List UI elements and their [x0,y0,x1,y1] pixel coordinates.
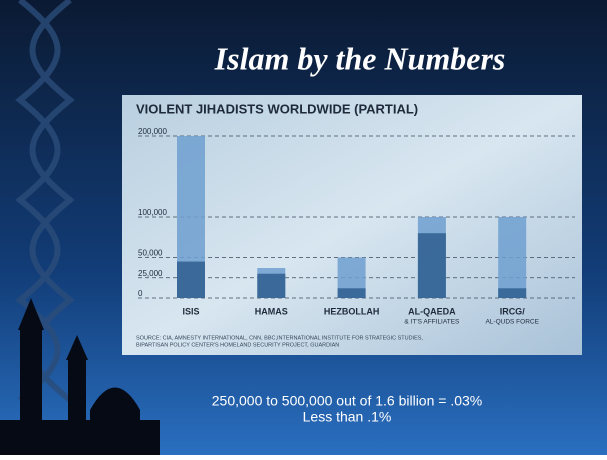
x-tick-label: HEZBOLLAH [324,306,380,316]
x-tick-note: AL-QUDS FORCE [485,319,539,326]
x-tick-label: ISIS [182,306,199,316]
bar [498,288,526,298]
bar [257,274,285,298]
chart-title: VIOLENT JIHADISTS WORLDWIDE (PARTIAL) [136,101,418,116]
bar [418,233,446,298]
slide: Islam by the Numbers VIOLENT JIHADISTS W… [0,0,607,455]
source-line: SOURCE: CIA, AMNESTY INTERNATIONAL, CNN,… [136,335,423,341]
x-tick-label: IRCG/ [500,306,526,316]
caption-line: 250,000 to 500,000 out of 1.6 billion = … [212,393,483,409]
bar [177,262,205,298]
source-line: BIPARTISAN POLICY CENTER'S HOMELAND SECU… [136,342,339,348]
x-tick-note: & IT'S AFFILIATES [404,319,460,326]
bar [498,217,526,298]
x-tick-label: HAMAS [255,306,288,316]
y-tick-label: 100,000 [138,208,167,217]
bar [338,288,366,298]
y-tick-label: 200,000 [138,127,167,136]
y-tick-label: 50,000 [138,249,163,258]
y-tick-label: 0 [138,289,143,298]
x-tick-label: AL-QAEDA [408,306,456,316]
y-tick-label: 25,000 [138,269,163,278]
caption-line: Less than .1% [303,409,392,425]
slide-title: Islam by the Numbers [214,40,506,76]
